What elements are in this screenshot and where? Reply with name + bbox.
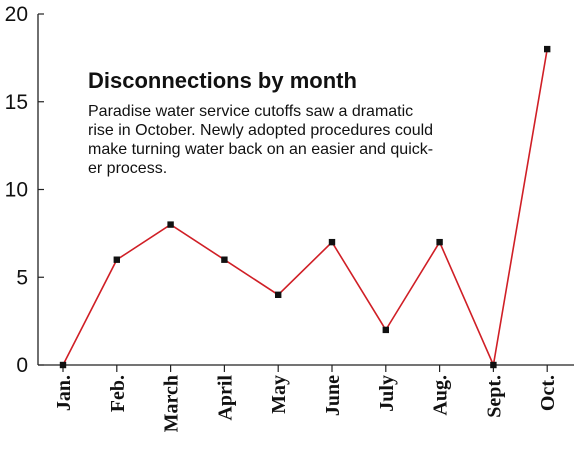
chart-subtitle-line-3: make turning water back on an easier and… — [88, 141, 433, 158]
data-point-marker — [167, 221, 174, 228]
x-tick-label: Sept. — [483, 375, 505, 418]
y-tick-label: 15 — [5, 91, 28, 114]
data-point-marker — [275, 291, 282, 298]
chart-subtitle-line-1: Paradise water service cutoffs saw a dra… — [88, 103, 413, 120]
data-point-marker — [436, 238, 443, 246]
x-tick-label: Aug. — [430, 375, 452, 416]
x-tick-label: Jan. — [53, 375, 75, 411]
y-axis-ticks: 0 5 10 15 20 — [5, 3, 44, 377]
x-tick-label: June — [322, 375, 344, 416]
y-tick-label: 20 — [5, 3, 28, 26]
chart-title: Disconnections by month — [88, 68, 357, 93]
data-point-marker — [490, 361, 497, 369]
data-point-marker — [328, 238, 336, 246]
x-axis-ticks: Jan. Feb. March April May June July Aug. Sept. Oc… — [53, 365, 559, 432]
chart-heading: Disconnections by month Paradise water s… — [88, 68, 433, 177]
chart-subtitle-line-2: rise in October. Newly adopted procedure… — [88, 122, 433, 139]
data-point-marker — [113, 256, 120, 263]
x-tick-label: May — [268, 375, 290, 414]
x-tick-label: Oct. — [537, 375, 559, 411]
chart-series — [59, 45, 551, 369]
series-line — [62, 48, 548, 368]
y-tick-label: 10 — [5, 179, 28, 202]
data-point-marker — [221, 256, 228, 263]
data-point-marker — [544, 45, 551, 53]
data-point-marker — [59, 361, 67, 369]
x-tick-label: Feb. — [107, 375, 129, 412]
y-tick-label: 5 — [16, 266, 28, 289]
chart-axes: 0 5 10 15 20 Jan. Feb. March April May June July Au… — [5, 3, 574, 432]
chart-subtitle-line-4: er process. — [88, 160, 167, 177]
x-tick-label: April — [214, 375, 236, 421]
y-tick-label: 0 — [16, 354, 28, 377]
x-tick-label: July — [376, 375, 398, 412]
x-tick-label: March — [161, 375, 183, 432]
data-point-marker — [382, 326, 389, 334]
